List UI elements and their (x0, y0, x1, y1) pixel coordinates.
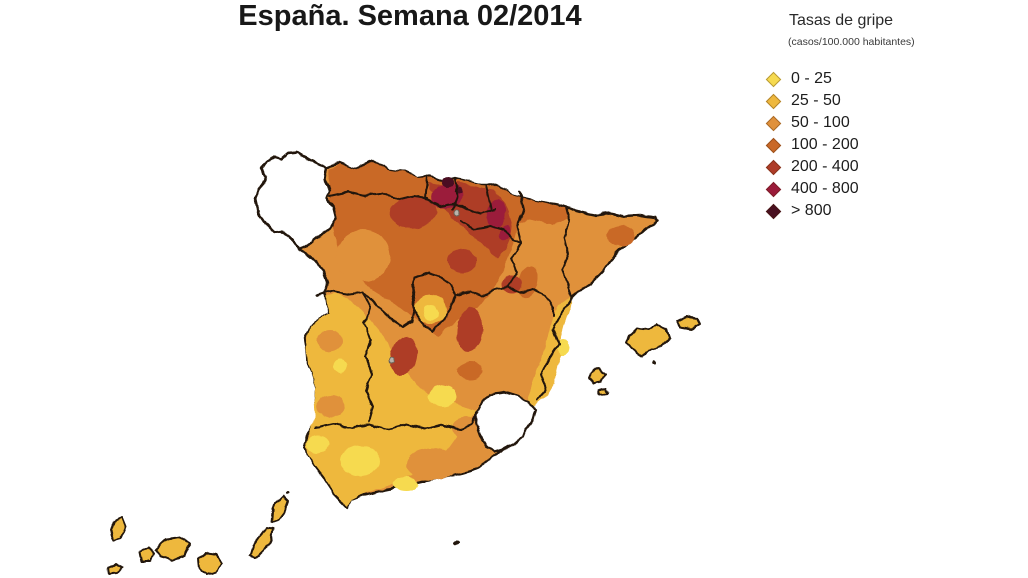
island-ibiza (588, 367, 606, 386)
legend-item-label: 50 - 100 (791, 114, 850, 131)
legend-item-label: 25 - 50 (791, 92, 841, 109)
legend-item: 50 - 100 (763, 112, 1003, 134)
map-patch-jaen-50-100 (452, 417, 482, 439)
region-no-data-galicia (253, 150, 338, 252)
map-patch-zamora-50-100 (336, 230, 390, 282)
map-spot-extremadura-0-25 (333, 359, 347, 373)
legend-title: Tasas de gripe (789, 12, 894, 29)
border-basque-navarra (485, 184, 492, 209)
legend-swatch-diamond (765, 71, 782, 87)
map-fill-valencia-25-50 (527, 296, 572, 407)
region-no-data-murcia (474, 390, 538, 454)
map-spot-leon-200-400 (389, 195, 437, 229)
border-navarra-aragon (516, 191, 525, 244)
map-spot-malaga-0-25 (393, 477, 419, 491)
border-clm-valencia (536, 296, 573, 401)
island-el-hierro (107, 563, 123, 575)
border-madrid (411, 272, 457, 333)
legend-item-label: 0 - 25 (791, 70, 832, 87)
map-spot-madrid-sur-0-25 (423, 306, 439, 320)
legend-item-label: 400 - 800 (791, 180, 859, 197)
legend-item: 25 - 50 (763, 90, 1003, 112)
legend-rows: 0 - 25 25 - 50 50 - 100 100 - 200 200 - … (763, 68, 1003, 222)
mark-vitoria-area (453, 209, 461, 217)
map-patch-badajoz-50-100 (317, 395, 345, 417)
community-borders (315, 175, 573, 430)
border-asturias-cyl (329, 191, 428, 200)
legend-subtitle: (casos/100.000 habitantes) (788, 36, 915, 48)
island-mallorca (626, 323, 670, 357)
border-aragon-cataluna (561, 206, 573, 298)
map-spot-burgos-200-400 (448, 249, 476, 273)
map-patch-clm-100-200 (457, 362, 483, 380)
map-spot-soria-200-400 (502, 275, 522, 293)
map-spot-gredos-200-400 (390, 336, 418, 376)
page-title: España. Semana 02/2014 (238, 0, 582, 32)
legend-swatch-diamond (765, 93, 782, 109)
map-spot-over-800 (442, 177, 454, 187)
map-spot-valencia-0-25 (557, 339, 569, 355)
border-aragon-valencia (507, 286, 554, 317)
border-cantabria-east (451, 178, 459, 211)
map-spot-sevilla-0-25 (340, 446, 380, 476)
legend-item-label: 200 - 400 (791, 158, 859, 175)
map-spot-huelva-0-25 (307, 435, 329, 453)
legend-item-label: > 800 (791, 202, 832, 219)
legend: Tasas de gripe (casos/100.000 habitantes… (763, 12, 1003, 222)
border-cyl-aragon (507, 242, 522, 288)
map-fill-north-100-200 (329, 162, 568, 336)
island-tenerife (154, 536, 191, 561)
island-la-palma (110, 516, 127, 542)
border-rioja-south (459, 220, 522, 244)
border-extremadura-east (362, 291, 374, 422)
island-gran-canaria (197, 552, 222, 576)
map-spot-cuenca-200-400 (456, 308, 484, 352)
map-patch-girona-100-200 (607, 226, 635, 246)
border-andalucia-north (315, 412, 479, 430)
legend-swatch-diamond (765, 203, 782, 219)
map-patch-granada-50-100 (406, 448, 458, 480)
islands (107, 315, 701, 576)
legend-item: > 800 (763, 200, 1003, 222)
map-spot-ciudadreal-0-25 (429, 385, 457, 407)
legend-swatch-diamond (765, 137, 782, 153)
border-basque-south (424, 197, 496, 215)
mark-gredos-area (388, 356, 396, 364)
island-menorca (676, 315, 701, 330)
legend-swatch-diamond (765, 115, 782, 131)
legend-swatch-diamond (765, 159, 782, 175)
legend-swatch-diamond (765, 181, 782, 197)
map-patch-caceres-50-100 (317, 330, 343, 352)
dot-lanzarote-tip (285, 491, 289, 495)
border-cantabria-west (424, 175, 428, 199)
island-lanzarote (271, 495, 289, 523)
dot-cabrera (652, 360, 656, 364)
legend-item: 400 - 800 (763, 178, 1003, 200)
legend-item-label: 100 - 200 (791, 136, 859, 153)
legend-item: 100 - 200 (763, 134, 1003, 156)
island-la-gomera (139, 546, 155, 562)
island-formentera (598, 387, 609, 395)
legend-item: 0 - 25 (763, 68, 1003, 90)
border-clm-north (455, 286, 509, 297)
island-fuerteventura (249, 527, 274, 559)
dot-ceuta (453, 540, 459, 546)
legend-item: 200 - 400 (763, 156, 1003, 178)
